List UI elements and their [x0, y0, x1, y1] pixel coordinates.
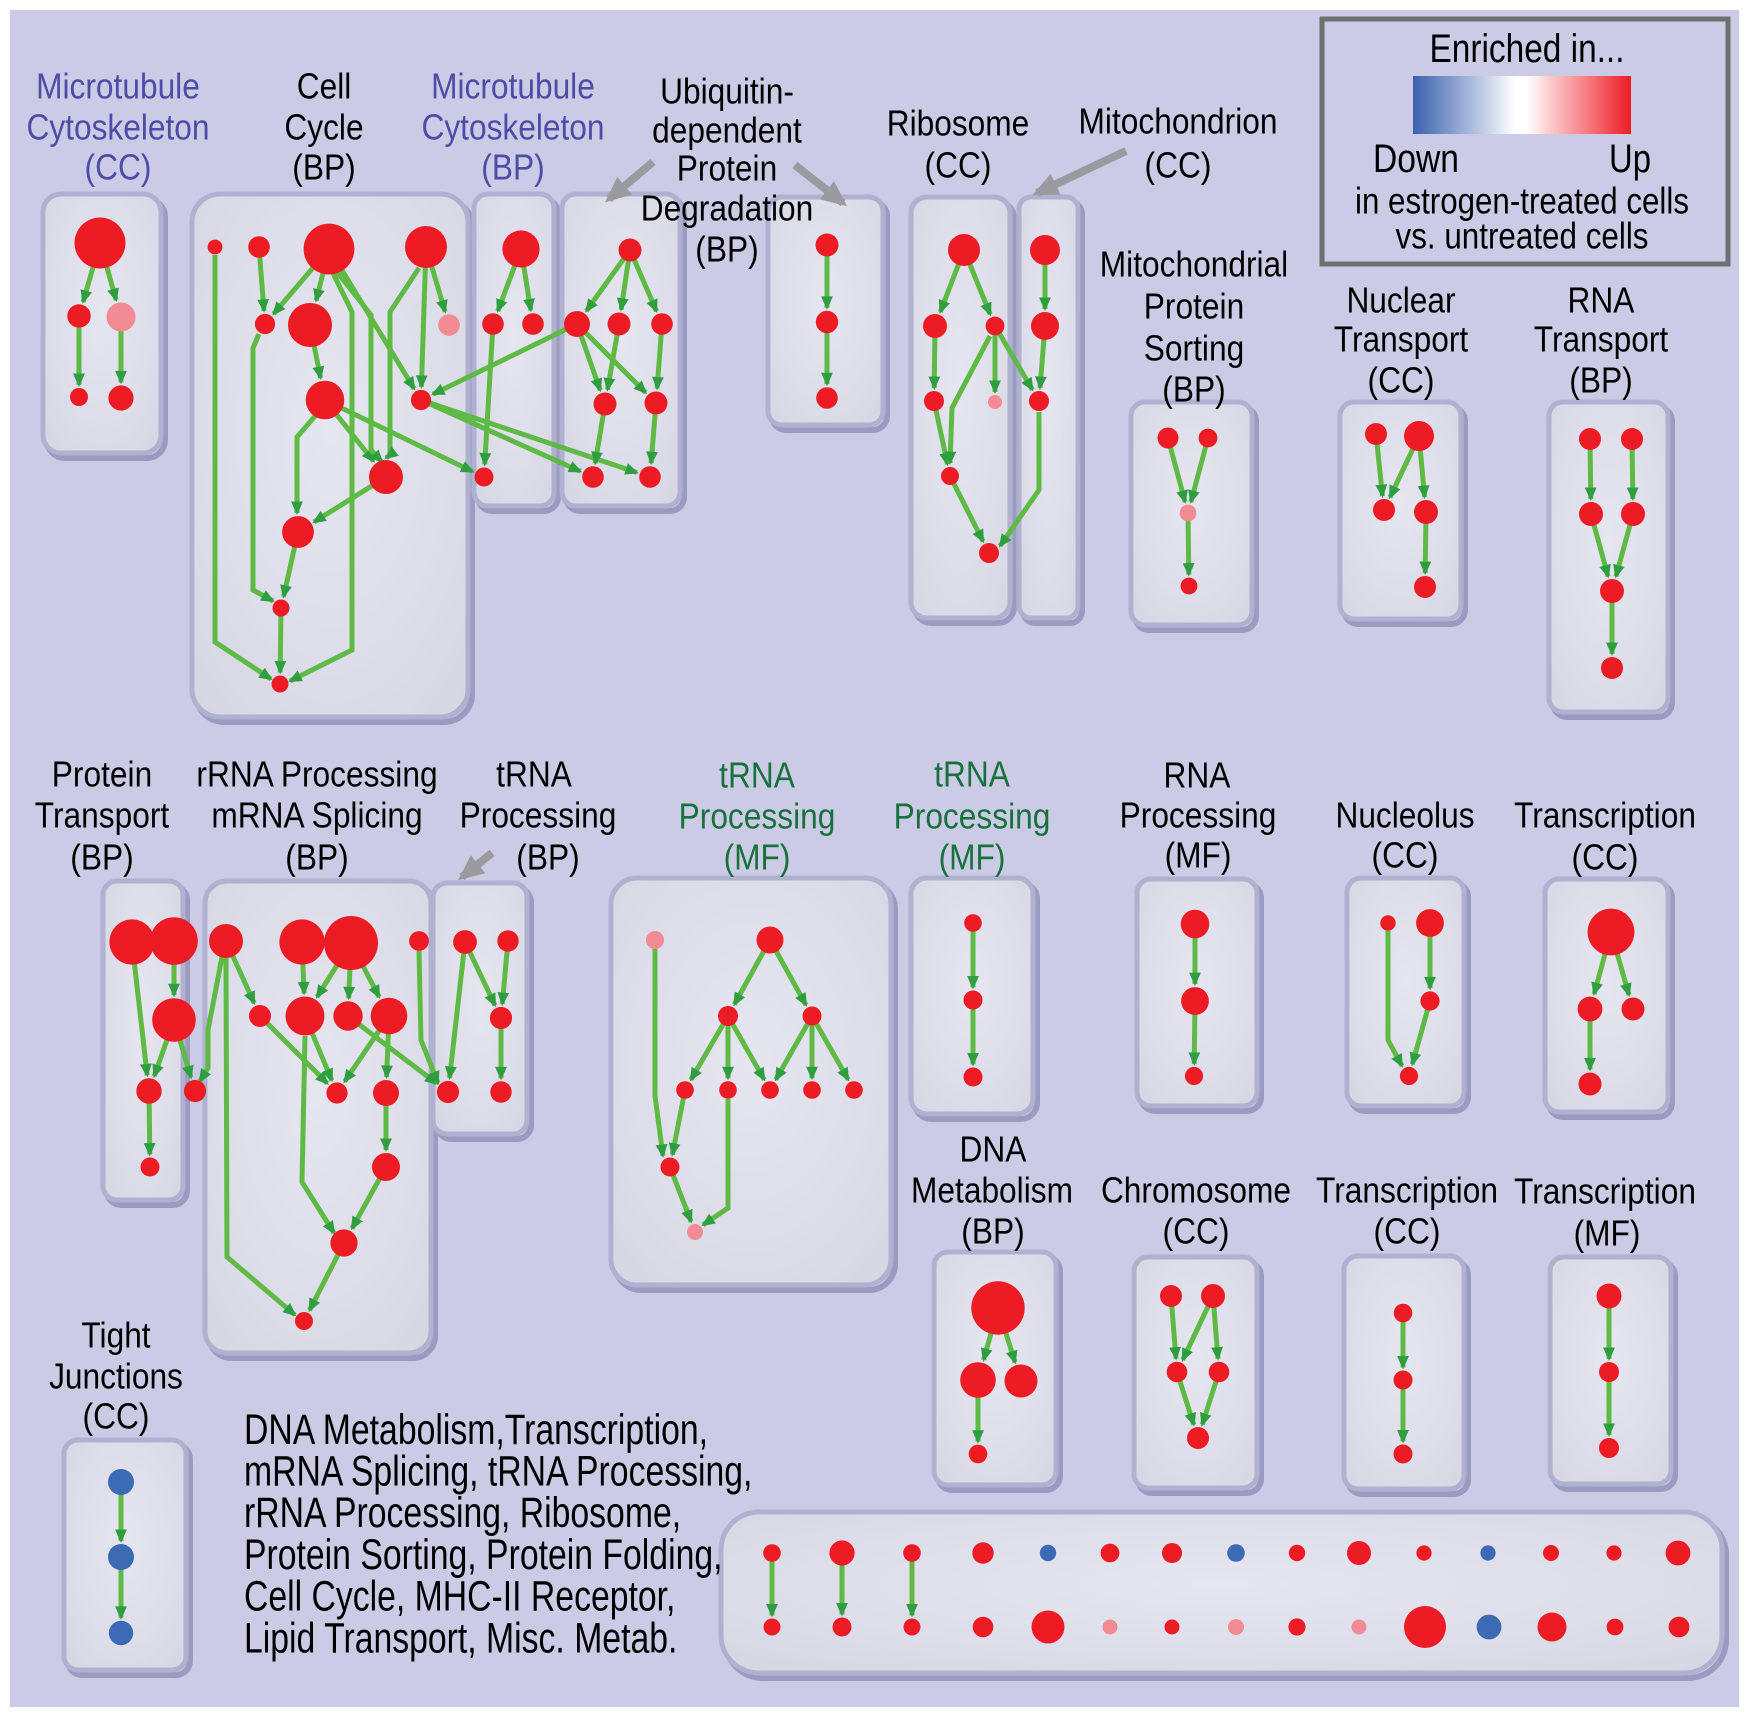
svg-text:Mitochondrial: Mitochondrial: [1100, 243, 1288, 284]
svg-text:(CC): (CC): [1374, 1210, 1441, 1251]
svg-text:(MF): (MF): [1165, 834, 1232, 875]
svg-text:in estrogen-treated cells: in estrogen-treated cells: [1355, 181, 1689, 222]
svg-text:(MF): (MF): [1574, 1212, 1641, 1253]
svg-text:tRNA: tRNA: [496, 753, 572, 794]
svg-text:(CC): (CC): [1368, 359, 1435, 400]
svg-text:(BP): (BP): [70, 836, 133, 877]
svg-text:DNA: DNA: [960, 1128, 1027, 1169]
svg-text:Lipid Transport, Misc. Metab.: Lipid Transport, Misc. Metab.: [244, 1614, 677, 1662]
svg-text:Metabolism: Metabolism: [911, 1169, 1073, 1210]
svg-text:Chromosome: Chromosome: [1101, 1169, 1291, 1210]
svg-text:rRNA Processing: rRNA Processing: [196, 753, 437, 794]
svg-text:Microtubule: Microtubule: [431, 65, 595, 106]
svg-text:mRNA Splicing, tRNA Processing: mRNA Splicing, tRNA Processing,: [244, 1448, 752, 1496]
svg-text:mRNA Splicing: mRNA Splicing: [211, 794, 422, 835]
svg-text:tRNA: tRNA: [934, 753, 1010, 794]
svg-text:(MF): (MF): [724, 836, 791, 877]
svg-text:vs. untreated cells: vs. untreated cells: [1396, 216, 1649, 257]
svg-text:(BP): (BP): [961, 1210, 1024, 1251]
svg-text:Processing: Processing: [1120, 794, 1277, 835]
svg-text:(MF): (MF): [939, 836, 1006, 877]
svg-text:DNA Metabolism,Transcription,: DNA Metabolism,Transcription,: [244, 1406, 708, 1454]
svg-text:Tight: Tight: [81, 1314, 150, 1355]
svg-text:Ubiquitin-: Ubiquitin-: [660, 70, 794, 111]
svg-text:(BP): (BP): [1569, 359, 1632, 400]
svg-text:RNA: RNA: [1164, 754, 1231, 795]
svg-text:Cycle: Cycle: [284, 106, 363, 147]
svg-text:(BP): (BP): [285, 836, 348, 877]
svg-text:Transcription: Transcription: [1514, 1170, 1696, 1211]
svg-text:Protein Sorting, Protein Foldi: Protein Sorting, Protein Folding,: [244, 1531, 723, 1579]
svg-text:Up: Up: [1609, 137, 1651, 181]
svg-text:Cell: Cell: [297, 65, 352, 106]
svg-text:Mitochondrion: Mitochondrion: [1079, 100, 1278, 141]
svg-text:Junctions: Junctions: [49, 1355, 183, 1396]
svg-text:(CC): (CC): [1372, 834, 1439, 875]
svg-text:Nuclear: Nuclear: [1346, 279, 1455, 320]
svg-text:(CC): (CC): [1572, 836, 1639, 877]
svg-text:Enriched in...: Enriched in...: [1430, 27, 1625, 71]
svg-text:dependent: dependent: [652, 109, 802, 150]
svg-text:Processing: Processing: [894, 795, 1051, 836]
svg-text:Processing: Processing: [679, 795, 836, 836]
svg-text:Protein: Protein: [677, 147, 777, 188]
svg-text:(BP): (BP): [292, 146, 355, 187]
svg-text:(CC): (CC): [1145, 144, 1212, 185]
svg-text:Microtubule: Microtubule: [36, 65, 200, 106]
svg-text:(CC): (CC): [1163, 1210, 1230, 1251]
svg-text:(BP): (BP): [516, 836, 579, 877]
svg-text:(BP): (BP): [1162, 368, 1225, 409]
svg-text:Transcription: Transcription: [1316, 1169, 1498, 1210]
svg-text:Cytoskeleton: Cytoskeleton: [421, 106, 604, 147]
svg-text:Sorting: Sorting: [1144, 327, 1244, 368]
svg-text:tRNA: tRNA: [719, 754, 795, 795]
svg-text:Cell Cycle, MHC-II Receptor,: Cell Cycle, MHC-II Receptor,: [244, 1573, 675, 1621]
svg-text:RNA: RNA: [1568, 279, 1635, 320]
svg-text:(CC): (CC): [83, 1395, 150, 1436]
svg-text:(CC): (CC): [925, 144, 992, 185]
svg-text:rRNA Processing, Ribosome,: rRNA Processing, Ribosome,: [244, 1489, 681, 1537]
svg-text:(BP): (BP): [481, 146, 544, 187]
svg-text:Protein: Protein: [52, 753, 152, 794]
svg-text:(CC): (CC): [85, 146, 152, 187]
svg-text:Protein: Protein: [1144, 285, 1244, 326]
svg-text:Processing: Processing: [460, 794, 617, 835]
svg-text:Ribosome: Ribosome: [887, 102, 1030, 143]
svg-text:Down: Down: [1373, 137, 1459, 181]
svg-text:Transport: Transport: [35, 794, 169, 835]
svg-text:Transport: Transport: [1534, 318, 1668, 359]
svg-text:Transcription: Transcription: [1514, 794, 1696, 835]
svg-text:(BP): (BP): [695, 228, 758, 269]
svg-text:Nucleolus: Nucleolus: [1335, 794, 1474, 835]
svg-text:Transport: Transport: [1334, 318, 1468, 359]
svg-text:Degradation: Degradation: [641, 187, 814, 228]
svg-text:Cytoskeleton: Cytoskeleton: [26, 106, 209, 147]
